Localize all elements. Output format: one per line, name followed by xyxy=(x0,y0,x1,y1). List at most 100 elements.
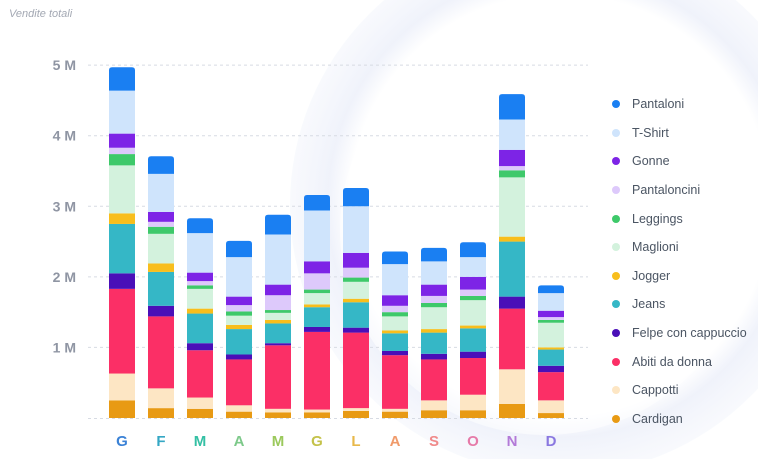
bar-segment[interactable] xyxy=(187,285,213,289)
legend-item[interactable]: Gonne xyxy=(612,147,758,176)
bar-segment[interactable] xyxy=(538,400,564,414)
bar-stack[interactable] xyxy=(538,285,564,418)
legend-item[interactable]: Cardigan xyxy=(612,405,758,434)
bar-segment[interactable] xyxy=(109,273,135,289)
bar-stack[interactable] xyxy=(187,218,213,418)
bar-segment[interactable] xyxy=(382,251,408,265)
legend-item[interactable]: T-Shirt xyxy=(612,119,758,148)
bar-segment[interactable] xyxy=(499,149,525,167)
bar-segment[interactable] xyxy=(148,211,174,222)
bar-segment[interactable] xyxy=(304,273,330,290)
bar-segment[interactable] xyxy=(304,293,330,305)
bar-segment[interactable] xyxy=(343,410,369,418)
bar-segment[interactable] xyxy=(304,261,330,274)
bar-segment[interactable] xyxy=(226,329,252,355)
bar-segment[interactable] xyxy=(499,296,525,309)
legend-item[interactable]: Maglioni xyxy=(612,233,758,262)
bar-stack[interactable] xyxy=(382,251,408,418)
bar-segment[interactable] xyxy=(382,411,408,418)
bar-segment[interactable] xyxy=(343,332,369,409)
bar-segment[interactable] xyxy=(109,133,135,148)
bar-segment[interactable] xyxy=(109,90,135,134)
bar-segment[interactable] xyxy=(226,354,252,360)
bar-segment[interactable] xyxy=(460,289,486,296)
bar-segment[interactable] xyxy=(460,295,486,301)
bar-segment[interactable] xyxy=(304,331,330,410)
bar-segment[interactable] xyxy=(226,257,252,297)
bar-segment[interactable] xyxy=(265,284,291,296)
bar-segment[interactable] xyxy=(460,276,486,290)
bar-segment[interactable] xyxy=(148,316,174,389)
bar-segment[interactable] xyxy=(148,221,174,227)
bar-segment[interactable] xyxy=(226,305,252,312)
bar-segment[interactable] xyxy=(499,403,525,418)
bar-segment[interactable] xyxy=(421,410,447,418)
bar-segment[interactable] xyxy=(382,408,408,412)
bar-segment[interactable] xyxy=(187,308,213,314)
bar-segment[interactable] xyxy=(226,315,252,325)
bar-stack[interactable] xyxy=(265,214,291,418)
bar-segment[interactable] xyxy=(421,359,447,401)
bar-segment[interactable] xyxy=(148,233,174,264)
bar-segment[interactable] xyxy=(265,234,291,285)
bar-stack[interactable] xyxy=(226,240,252,418)
bar-stack[interactable] xyxy=(148,156,174,418)
bar-segment[interactable] xyxy=(265,214,291,235)
bar-segment[interactable] xyxy=(382,330,408,334)
bar-segment[interactable] xyxy=(187,272,213,282)
bar-segment[interactable] xyxy=(226,240,252,258)
bar-segment[interactable] xyxy=(382,316,408,331)
bar-segment[interactable] xyxy=(148,408,174,418)
bar-segment[interactable] xyxy=(343,252,369,268)
bar-segment[interactable] xyxy=(343,206,369,253)
bar-segment[interactable] xyxy=(265,295,291,311)
bar-segment[interactable] xyxy=(148,388,174,409)
legend-item[interactable]: Pantaloni xyxy=(612,90,758,119)
bar-segment[interactable] xyxy=(187,288,213,309)
bar-segment[interactable] xyxy=(304,307,330,327)
bar-stack[interactable] xyxy=(304,195,330,418)
bar-segment[interactable] xyxy=(538,413,564,418)
bar-segment[interactable] xyxy=(421,295,447,303)
bar-stack[interactable] xyxy=(460,242,486,418)
bar-segment[interactable] xyxy=(382,355,408,409)
bar-stack[interactable] xyxy=(421,247,447,418)
bar-segment[interactable] xyxy=(226,359,252,406)
bar-segment[interactable] xyxy=(460,242,486,258)
bar-segment[interactable] xyxy=(382,350,408,356)
bar-segment[interactable] xyxy=(187,343,213,351)
legend-item[interactable]: Leggings xyxy=(612,204,758,233)
bar-segment[interactable] xyxy=(187,313,213,344)
bar-segment[interactable] xyxy=(343,277,369,282)
bar-segment[interactable] xyxy=(421,247,447,262)
bar-segment[interactable] xyxy=(460,300,486,326)
bar-segment[interactable] xyxy=(421,302,447,308)
bar-segment[interactable] xyxy=(304,304,330,308)
bar-segment[interactable] xyxy=(499,166,525,171)
bar-segment[interactable] xyxy=(265,323,291,344)
bar-segment[interactable] xyxy=(499,241,525,297)
bar-stack[interactable] xyxy=(109,67,135,418)
bar-segment[interactable] xyxy=(460,394,486,411)
bar-segment[interactable] xyxy=(382,264,408,296)
bar-segment[interactable] xyxy=(538,293,564,311)
bar-segment[interactable] xyxy=(343,281,369,299)
bar-segment[interactable] xyxy=(382,333,408,351)
bar-segment[interactable] xyxy=(538,322,564,348)
bar-stack[interactable] xyxy=(499,94,525,418)
bar-segment[interactable] xyxy=(421,284,447,296)
bar-segment[interactable] xyxy=(187,281,213,286)
bar-segment[interactable] xyxy=(538,310,564,318)
legend-item[interactable]: Cappotti xyxy=(612,376,758,405)
bar-segment[interactable] xyxy=(304,289,330,294)
bar-segment[interactable] xyxy=(304,210,330,262)
bar-segment[interactable] xyxy=(343,298,369,303)
bar-segment[interactable] xyxy=(421,400,447,411)
bar-segment[interactable] xyxy=(304,412,330,418)
bar-segment[interactable] xyxy=(460,257,486,277)
bar-segment[interactable] xyxy=(499,308,525,370)
bar-segment[interactable] xyxy=(304,409,330,413)
bar-segment[interactable] xyxy=(187,350,213,398)
bar-segment[interactable] xyxy=(304,326,330,332)
bar-segment[interactable] xyxy=(499,119,525,150)
